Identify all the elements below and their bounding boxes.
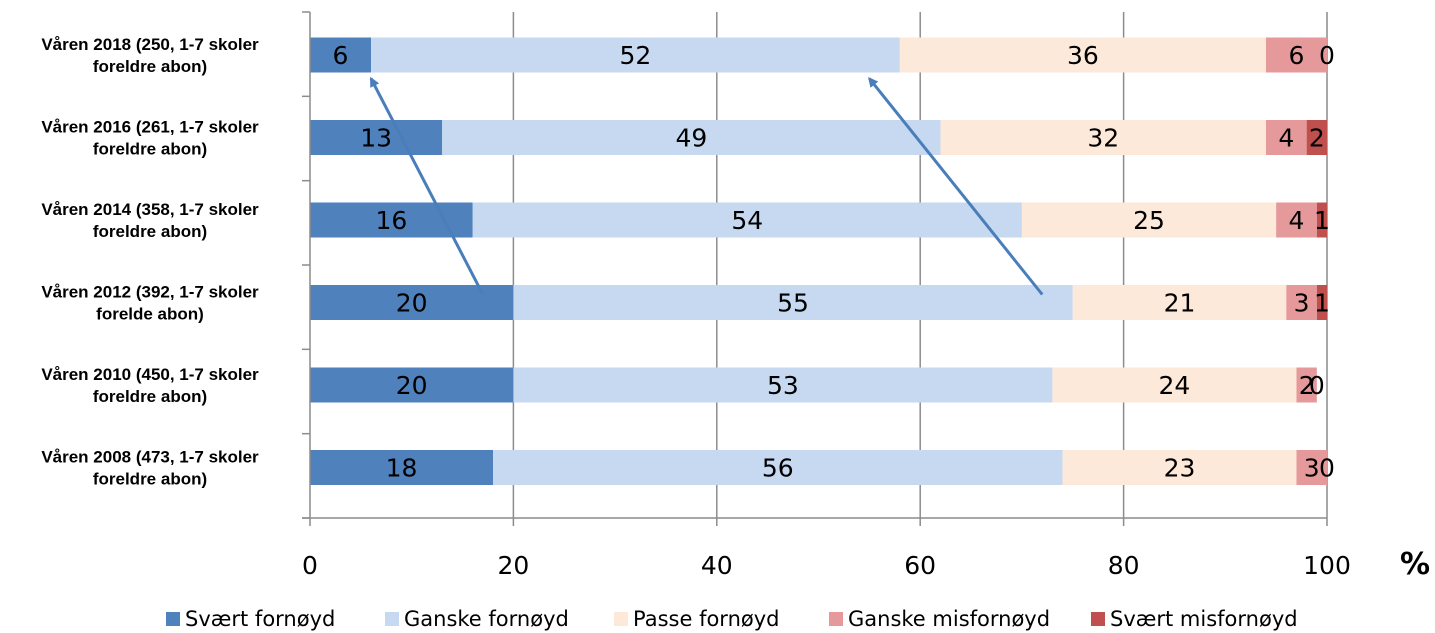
x-tick-label: 20 bbox=[497, 551, 529, 580]
bar-segment bbox=[1052, 367, 1297, 403]
data-label: 23 bbox=[1164, 454, 1196, 483]
bar-segment bbox=[493, 450, 1063, 485]
bar-segment bbox=[442, 120, 941, 155]
data-label: 0 bbox=[1319, 41, 1335, 70]
legend-swatch bbox=[385, 612, 399, 626]
bar-segment bbox=[1316, 285, 1327, 320]
annotation-arrow bbox=[868, 76, 1044, 296]
bar-segment bbox=[1296, 450, 1327, 485]
data-label: 20 bbox=[396, 371, 428, 400]
legend-item: Ganske misfornøyd bbox=[829, 607, 1050, 631]
bar-segment bbox=[1296, 367, 1317, 403]
x-tick-label: 0 bbox=[302, 551, 318, 580]
legend-label: Ganske fornøyd bbox=[404, 607, 569, 631]
bar-segment bbox=[310, 120, 443, 155]
data-label: 56 bbox=[762, 454, 794, 483]
category-label: Våren 2012 (392, 1-7 skoler forelde abon) bbox=[41, 283, 259, 324]
data-label: 3 bbox=[1294, 289, 1310, 318]
data-label: 4 bbox=[1289, 206, 1305, 235]
legend-item: Svært misfornøyd bbox=[1091, 607, 1298, 631]
data-label: 52 bbox=[620, 41, 652, 70]
bar-segment bbox=[1072, 285, 1287, 320]
bar-segment bbox=[371, 37, 900, 73]
data-label: 20 bbox=[396, 289, 428, 318]
data-label: 25 bbox=[1133, 206, 1165, 235]
legend-swatch bbox=[614, 612, 628, 626]
bar-segment bbox=[899, 37, 1266, 73]
bar-segment bbox=[1021, 202, 1277, 238]
legend-item: Svært fornøyd bbox=[166, 607, 335, 631]
data-label: 2 bbox=[1299, 371, 1315, 400]
x-tick-label: 100 bbox=[1303, 551, 1351, 580]
x-tick-label: 80 bbox=[1108, 551, 1140, 580]
category-label: Våren 2010 (450, 1-7 skoler foreldre abon… bbox=[41, 365, 259, 406]
bar-segment bbox=[1306, 120, 1327, 155]
bar-segment bbox=[1062, 450, 1297, 485]
bar-segment bbox=[1286, 285, 1317, 320]
data-label: 1 bbox=[1314, 206, 1330, 235]
category-label: Våren 2016 (261, 1-7 skoler foreldre abon… bbox=[41, 118, 259, 159]
data-label: 21 bbox=[1164, 289, 1196, 318]
legend-swatch bbox=[1091, 612, 1105, 626]
bar-segment bbox=[940, 120, 1266, 155]
legend: Svært fornøyd Ganske fornøyd Passe fornøyd… bbox=[166, 607, 1298, 631]
x-unit-label: % bbox=[1400, 547, 1430, 582]
bar-segment bbox=[513, 367, 1053, 403]
legend-label: Svært misfornøyd bbox=[1110, 607, 1298, 631]
legend-label: Passe fornøyd bbox=[633, 607, 780, 631]
data-label: 3 bbox=[1304, 454, 1320, 483]
bars bbox=[310, 37, 1327, 485]
legend-item: Ganske fornøyd bbox=[385, 607, 569, 631]
annotations bbox=[369, 76, 1044, 296]
legend-label: Ganske misfornøyd bbox=[848, 607, 1050, 631]
category-label: Våren 2014 (358, 1-7 skoler foreldre abon… bbox=[41, 200, 259, 241]
x-tick-label: 60 bbox=[904, 551, 936, 580]
data-label: 2 bbox=[1309, 124, 1325, 153]
bar-segment bbox=[1276, 202, 1317, 238]
data-label: 32 bbox=[1087, 124, 1119, 153]
data-label: 55 bbox=[777, 289, 809, 318]
data-label: 49 bbox=[675, 124, 707, 153]
data-label: 24 bbox=[1159, 371, 1191, 400]
annotation-arrow bbox=[369, 76, 485, 296]
bar-segment bbox=[1265, 120, 1307, 155]
data-label: 1 bbox=[1314, 289, 1330, 318]
legend-swatch bbox=[166, 612, 180, 626]
legend-swatch bbox=[829, 612, 843, 626]
data-label: 6 bbox=[333, 41, 349, 70]
bar-segment bbox=[472, 202, 1022, 238]
bar-segment bbox=[1316, 202, 1327, 238]
data-label: 54 bbox=[731, 206, 763, 235]
category-label: Våren 2008 (473, 1-7 skoler foreldre abon… bbox=[41, 448, 259, 489]
x-tick-label: 40 bbox=[701, 551, 733, 580]
bar-segment bbox=[310, 450, 494, 485]
legend-label: Svært fornøyd bbox=[185, 607, 335, 631]
data-label: 16 bbox=[375, 206, 407, 235]
bar-segment bbox=[310, 37, 372, 73]
bar-segment bbox=[1265, 37, 1327, 73]
bar-segment bbox=[310, 367, 514, 403]
data-label: 0 bbox=[1309, 371, 1325, 400]
gridlines bbox=[512, 12, 1328, 526]
data-label: 53 bbox=[767, 371, 799, 400]
data-label: 4 bbox=[1278, 124, 1294, 153]
data-label: 0 bbox=[1319, 454, 1335, 483]
axes: 0 20 40 60 80 100 %Våren 2018 (250, 1-7 skoler… bbox=[41, 11, 1430, 582]
legend-item: Passe fornøyd bbox=[614, 607, 780, 631]
data-label: 6 bbox=[1289, 41, 1305, 70]
data-label: 36 bbox=[1067, 41, 1099, 70]
category-label: Våren 2018 (250, 1-7 skoler foreldre abon… bbox=[41, 35, 259, 76]
data-label: 13 bbox=[360, 124, 392, 153]
data-labels: 6 52 36 6 013 49 32 4 216 54 25 4 120 55 21 3 120 53 24 201… bbox=[333, 41, 1335, 483]
data-label: 18 bbox=[386, 454, 418, 483]
bar-segment bbox=[513, 285, 1073, 320]
